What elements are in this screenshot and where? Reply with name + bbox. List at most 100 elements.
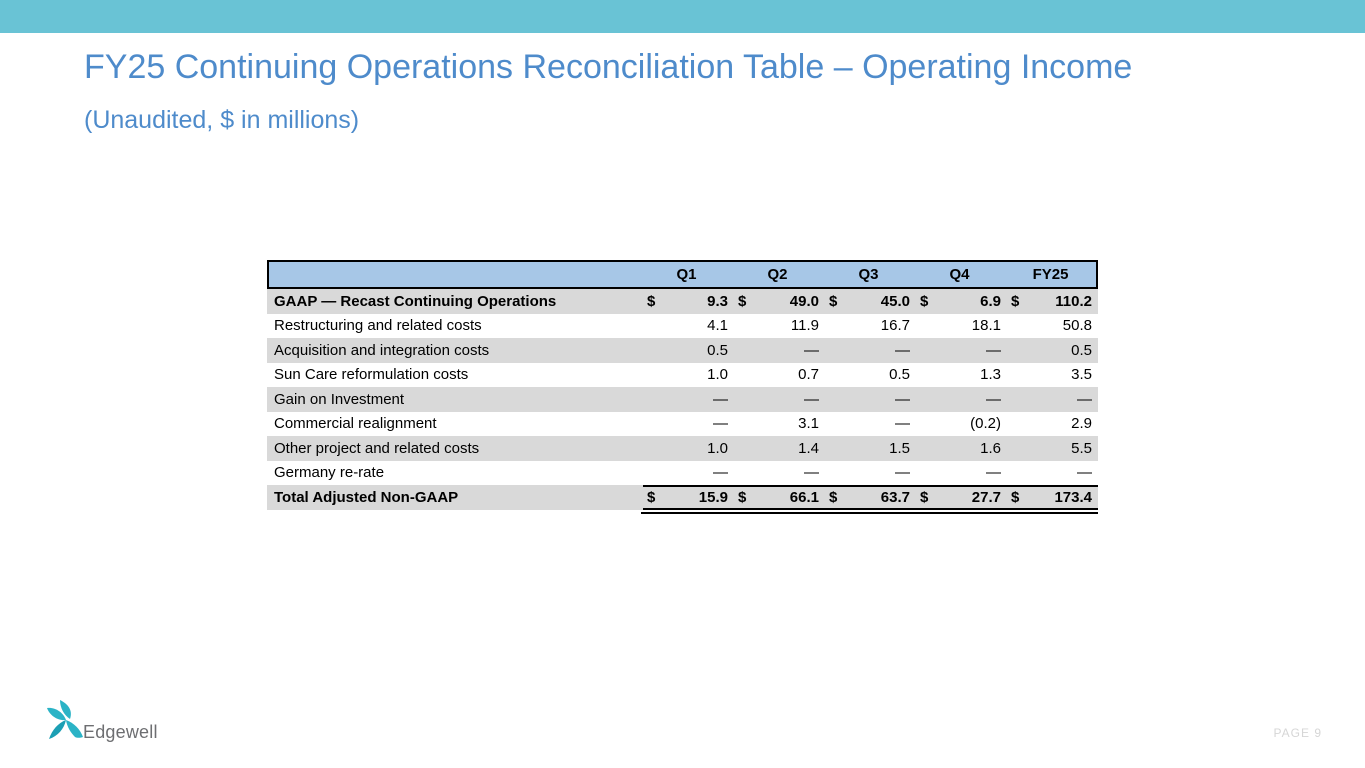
table-row: Sun Care reformulation costs 1.0 0.7 0.5 1.3… [267,362,1098,387]
value-cell: — [734,342,825,359]
row-values: — 3.1 — (0.2) 2.9 [643,412,1098,437]
hummingbird-logo-icon [45,699,89,745]
cell-value: 0.5 [1071,341,1092,359]
value-cell: 1.5 [825,440,916,457]
value-cell: 1.4 [734,440,825,457]
row-values: — — — — — [643,387,1098,412]
currency-symbol: $ [738,292,747,310]
cell-value: 0.5 [707,341,728,359]
value-cell: 18.1 [916,317,1007,334]
cell-value: — [713,464,728,482]
logo-wordmark: Edgewell [83,722,158,742]
value-cell: $110.2 [1007,293,1098,310]
title-subtitle: (Unaudited, $ in millions) [84,106,360,134]
cell-value: 49.0 [789,292,819,310]
value-cell: 0.7 [734,366,825,383]
value-cell: — [825,464,916,481]
currency-symbol: $ [920,292,929,310]
table-row: Gain on Investment — — — — — [267,387,1098,412]
reconciliation-table: Q1 Q2 Q3 Q4 FY25 GAAP — Recast Continuing Op… [267,260,1098,513]
cell-value: 45.0 [880,292,910,310]
cell-value: — [895,415,910,433]
value-cell: $15.9 [643,489,734,506]
cell-value: 63.7 [880,488,910,506]
table-row: Other project and related costs 1.0 1.4 1.5… [267,436,1098,461]
value-cell: — [643,415,734,432]
currency-symbol: $ [647,292,656,310]
value-cell: 5.5 [1007,440,1098,457]
currency-symbol: $ [738,488,747,506]
value-cell: — [916,464,1007,481]
row-label: Acquisition and integration costs [274,341,490,359]
cell-value: — [713,415,728,433]
row-values: $15.9 $66.1 $63.7 $27.7 $173.4 [641,485,1098,513]
value-cell: — [916,391,1007,408]
currency-symbol: $ [829,488,838,506]
cell-value: 1.3 [980,366,1001,384]
row-values: 0.5 — — — 0.5 [643,338,1098,363]
cell-value: 110.2 [1055,292,1092,310]
row-label: Germany re-rate [274,464,385,482]
row-label: Total Adjusted Non-GAAP [274,488,459,506]
value-cell: — [643,391,734,408]
cell-value: 1.4 [798,439,819,457]
edgewell-logo: Edgewell [45,699,158,745]
value-cell: — [1007,464,1098,481]
cell-value: — [895,390,910,408]
cell-value: 27.7 [971,488,1001,506]
table-row: Commercial realignment — 3.1 — (0.2) 2.9 [267,411,1098,437]
value-cell: (0.2) [916,415,1007,432]
value-cell: — [643,464,734,481]
cell-value: 3.5 [1071,366,1092,384]
row-label: Commercial realignment [274,415,437,433]
value-cell: $6.9 [916,293,1007,310]
cell-value: 9.3 [707,292,728,310]
value-cell: $66.1 [734,489,825,506]
cell-value: 16.7 [880,317,910,335]
row-values: $9.3 $49.0 $45.0 $6.9 $110.2 [643,289,1098,314]
cell-value: — [713,390,728,408]
row-values: 1.0 1.4 1.5 1.6 5.5 [643,436,1098,461]
cell-value: 4.1 [707,317,728,335]
column-header-fy25: FY25 [1032,266,1069,283]
value-cell: $27.7 [916,489,1007,506]
cell-value: — [1077,390,1092,408]
value-cell: 11.9 [734,317,825,334]
cell-value: 66.1 [789,488,819,506]
cell-value: 173.4 [1054,488,1092,506]
column-header-q2: Q2 [767,266,788,283]
page-title: FY25 Continuing Operations Reconciliatio… [84,42,1174,145]
column-header-q3: Q3 [858,266,879,283]
value-cell: 1.0 [643,366,734,383]
currency-symbol: $ [647,488,656,506]
cell-value: 0.5 [889,366,910,384]
cell-value: (0.2) [970,415,1001,433]
row-label: Other project and related costs [274,439,480,457]
row-values: 4.1 11.9 16.7 18.1 50.8 [643,314,1098,339]
table-row: Acquisition and integration costs 0.5— — —0… [267,338,1098,363]
row-values: — — — — — [643,461,1098,486]
cell-value: 1.0 [707,366,728,384]
table-body: GAAP — Recast Continuing Operations $9.3 $… [267,289,1098,513]
column-header-q4: Q4 [949,266,970,283]
value-cell: — [916,342,1007,359]
cell-value: 1.5 [889,439,910,457]
value-cell: 3.5 [1007,366,1098,383]
cell-value: — [804,464,819,482]
top-accent-bar [0,0,1365,33]
value-cell: $45.0 [825,293,916,310]
value-cell: 4.1 [643,317,734,334]
value-cell: — [734,464,825,481]
row-label: Gain on Investment [274,390,405,408]
table-total-row: Total Adjusted Non-GAAP $15.9 $66.1 $63.7 $2… [267,485,1098,513]
value-cell: 0.5 [643,342,734,359]
cell-value: — [895,341,910,359]
page-number: PAGE 9 [1273,726,1322,740]
cell-value: 11.9 [790,317,819,335]
cell-value: — [804,341,819,359]
row-label: Sun Care reformulation costs [274,366,469,384]
cell-value: 5.5 [1071,439,1092,457]
cell-value: 18.1 [971,317,1001,335]
table-header-row: Q1 Q2 Q3 Q4 FY25 [267,260,1098,289]
